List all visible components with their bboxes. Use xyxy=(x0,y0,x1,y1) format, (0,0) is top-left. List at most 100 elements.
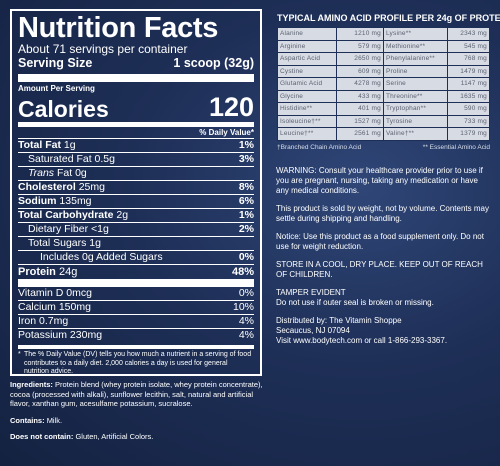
ingredients-label: Ingredients: xyxy=(10,380,53,389)
amino-amount: 4278 mg xyxy=(336,77,384,91)
amino-name: Valine†** xyxy=(382,127,448,141)
calories-row: Calories 120 xyxy=(18,94,254,127)
cholesterol-amount: 25mg xyxy=(78,181,105,193)
amino-amount: 768 mg xyxy=(446,52,491,66)
saturated-fat-dv: 3% xyxy=(238,153,254,165)
calcium-dv: 10% xyxy=(232,301,254,313)
amino-row: Leucine†** 2561 mg Valine†** 1379 mg xyxy=(276,127,491,141)
footnote-star: * xyxy=(18,351,21,358)
distributor-block: Distributed by: The Vitamin Shoppe Secau… xyxy=(276,316,492,346)
amino-row: Cystine 609 mg Proline 1479 mg xyxy=(276,64,491,78)
amino-name: Lysine** xyxy=(382,27,448,41)
daily-value-header: % Daily Value* xyxy=(18,127,254,139)
amino-amount: 1479 mg xyxy=(446,64,491,78)
notice-text: Notice: Use this product as a food suppl… xyxy=(276,232,484,251)
amino-acid-profile: TYPICAL AMINO ACID PROFILE PER 24g OF PR… xyxy=(276,13,500,151)
protein-amount: 24g xyxy=(58,266,78,278)
amino-name: Leucine†** xyxy=(276,127,338,141)
servings-per-container: About 71 servings per container xyxy=(18,42,188,56)
calories-value: 120 xyxy=(208,92,254,122)
sodium-dv: 6% xyxy=(238,195,254,207)
cholesterol-row: Cholesterol 25mg 8% xyxy=(18,181,254,195)
carbohydrate-amount: 2g xyxy=(116,209,129,221)
tamper-text: Do not use if outer seal is broken or mi… xyxy=(276,298,434,307)
amino-amount: 1210 mg xyxy=(336,27,384,41)
weight-text: This product is sold by weight, not by v… xyxy=(276,204,489,223)
ingredients-block: Ingredients: Protein blend (whey protein… xyxy=(10,380,272,449)
label-info-text: WARNING: Consult your healthcare provide… xyxy=(276,166,492,354)
amino-amount: 579 mg xyxy=(336,39,384,53)
not-contain-paragraph: Does not contain: Gluten, Artificial Col… xyxy=(10,432,272,442)
amino-row: Glutamic Acid 4278 mg Serine 1147 mg xyxy=(276,77,491,91)
trans-fat-row: Trans Fat 0g xyxy=(18,167,254,181)
essential-legend: ** Essential Amino Acid xyxy=(422,143,490,151)
amino-row: Arginine 579 mg Methionine** 545 mg xyxy=(276,39,491,53)
trans-fat-text: Fat 0g xyxy=(56,167,87,179)
amino-amount: 2650 mg xyxy=(336,52,384,66)
amino-name: Glutamic Acid xyxy=(276,77,338,91)
added-sugars-dv: 0% xyxy=(238,251,254,263)
amino-name: Alanine xyxy=(276,27,338,41)
amino-name: Threonine** xyxy=(382,89,448,103)
sugars-text: Total Sugars 1g xyxy=(28,237,101,249)
amino-amount: 401 mg xyxy=(336,102,384,116)
amino-name: Histidine** xyxy=(276,102,338,116)
amino-name: Isoleucine†** xyxy=(276,114,338,128)
amino-amount: 2343 mg xyxy=(446,27,491,41)
distributor-line-3: Visit www.bodytech.com or call 1-866-293… xyxy=(276,336,448,345)
amino-name: Phenylalanine** xyxy=(382,52,448,66)
potassium-dv: 4% xyxy=(238,329,254,341)
added-sugars-text: Includes 0g Added Sugars xyxy=(40,251,163,263)
fiber-text: Dietary Fiber <1g xyxy=(28,223,109,235)
sodium-row: Sodium 135mg 6% xyxy=(18,195,254,209)
total-fat-amount: 1g xyxy=(63,139,76,151)
added-sugars-row: Includes 0g Added Sugars 0% xyxy=(18,250,254,265)
tamper-block: TAMPER EVIDENT Do not use if outer seal … xyxy=(276,288,492,308)
amino-name: Cystine xyxy=(276,64,338,78)
iron-text: Iron 0.7mg xyxy=(18,315,69,327)
amount-per-serving: Amount Per Serving xyxy=(18,84,95,93)
calcium-row: Calcium 150mg 10% xyxy=(18,301,254,315)
amino-row: Aspartic Acid 2650 mg Phenylalanine** 768 m… xyxy=(276,52,491,66)
vitamin-d-text: Vitamin D 0mcg xyxy=(18,287,92,299)
amino-table: Alanine 1210 mg Lysine** 2343 mg Arginine 579… xyxy=(276,27,491,141)
amino-legend: †Branched Chain Amino Acid ** Essential … xyxy=(277,144,490,151)
amino-name: Glycine xyxy=(276,89,338,103)
amino-name: Serine xyxy=(382,77,448,91)
nutrition-facts-panel: Nutrition Facts About 71 servings per co… xyxy=(10,9,262,376)
amino-amount: 1527 mg xyxy=(336,114,384,128)
fiber-dv: 2% xyxy=(238,223,254,235)
fiber-row: Dietary Fiber <1g 2% xyxy=(18,223,254,237)
sodium-label: Sodium xyxy=(18,195,57,207)
amino-heading: TYPICAL AMINO ACID PROFILE PER 24g OF PR… xyxy=(277,13,500,23)
footnote-text: The % Daily Value (DV) tells you how muc… xyxy=(24,351,252,375)
amino-amount: 733 mg xyxy=(446,114,491,128)
serving-size-label: Serving Size xyxy=(18,56,93,70)
nutrition-title: Nutrition Facts xyxy=(18,12,219,44)
serving-size-value: 1 scoop (32g) xyxy=(173,56,254,70)
ingredients-text: Protein blend (whey protein isolate, whe… xyxy=(10,380,263,408)
amino-row: Isoleucine†** 1527 mg Tyrosine 733 mg xyxy=(276,114,491,128)
sodium-amount: 135mg xyxy=(59,195,92,207)
sugars-row: Total Sugars 1g xyxy=(18,237,254,250)
amino-amount: 545 mg xyxy=(446,39,491,53)
amino-name: Tryptophan** xyxy=(382,102,448,116)
carbohydrate-label: Total Carbohydrate xyxy=(18,209,114,221)
saturated-fat-row: Saturated Fat 0.5g 3% xyxy=(18,153,254,167)
amino-amount: 1379 mg xyxy=(446,127,491,141)
amino-name: Proline xyxy=(382,64,448,78)
amino-amount: 433 mg xyxy=(336,89,384,103)
amino-amount: 609 mg xyxy=(336,64,384,78)
protein-label: Protein xyxy=(18,266,56,278)
total-fat-row: Total Fat 1g 1% xyxy=(18,139,254,153)
calories-label: Calories xyxy=(18,96,109,122)
iron-dv: 4% xyxy=(238,315,254,327)
distributor-line-1: Distributed by: The Vitamin Shoppe xyxy=(276,316,402,325)
protein-row: Protein 24g 48% xyxy=(18,265,254,287)
not-contain-label: Does not contain: xyxy=(10,432,74,441)
warning-text: WARNING: Consult your healthcare provide… xyxy=(276,166,483,195)
amino-name: Methionine** xyxy=(382,39,448,53)
carbohydrate-dv: 1% xyxy=(238,209,254,221)
amino-amount: 1147 mg xyxy=(446,77,491,91)
serving-size-row: Serving Size 1 scoop (32g) xyxy=(18,56,254,82)
